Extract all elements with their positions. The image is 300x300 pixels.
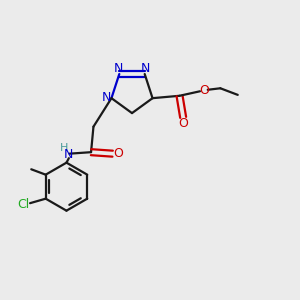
Text: O: O [114,147,124,160]
Text: Cl: Cl [17,198,30,211]
Text: N: N [64,148,74,161]
Text: N: N [141,62,150,75]
Text: O: O [178,118,188,130]
Text: N: N [101,91,111,104]
Text: N: N [114,62,123,75]
Text: H: H [60,143,68,153]
Text: O: O [199,84,209,97]
